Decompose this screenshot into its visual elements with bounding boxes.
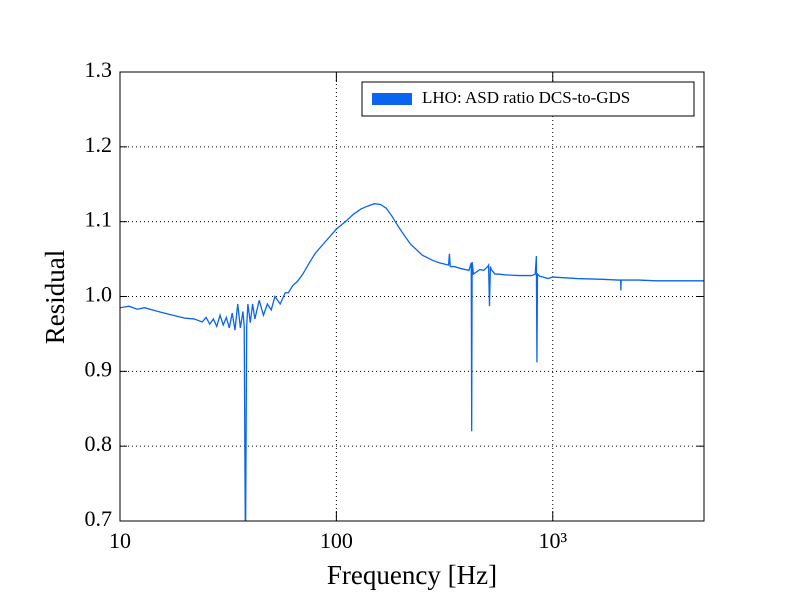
legend-swatch (372, 93, 412, 105)
legend-box (361, 81, 695, 117)
legend-label: LHO: ASD ratio DCS-to-GDS (422, 88, 630, 107)
y-tick-label: 1.0 (85, 282, 113, 307)
y-tick-label: 0.8 (85, 431, 113, 456)
plot-area (120, 203, 704, 521)
y-tick-label: 1.1 (85, 207, 113, 232)
x-tick-label: 100 (320, 528, 353, 553)
x-tick-label: 10 (109, 528, 131, 553)
plot-frame (119, 71, 705, 522)
x-axis-label: Frequency [Hz] (327, 560, 497, 590)
y-tick-label: 0.9 (85, 356, 113, 381)
y-tick-label: 1.3 (85, 57, 113, 82)
y-axis-label: Residual (40, 250, 70, 345)
y-tick-label: 0.7 (85, 506, 113, 531)
x-tick-label: 10³ (538, 528, 567, 553)
line-series (120, 203, 704, 521)
y-tick-label: 1.2 (85, 132, 113, 157)
